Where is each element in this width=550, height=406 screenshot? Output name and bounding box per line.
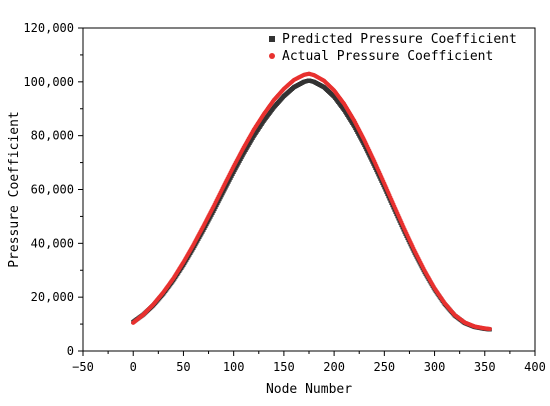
legend-marker-actual: [269, 53, 275, 59]
x-tick-label: 300: [424, 360, 446, 374]
x-tick-label: 100: [223, 360, 245, 374]
x-tick-label: 200: [323, 360, 345, 374]
y-tick-label: 60,000: [31, 183, 74, 197]
plot-area: [82, 27, 536, 352]
x-tick-label: 400: [524, 360, 546, 374]
predicted-point: [362, 143, 367, 148]
legend: Predicted Pressure Coefficient Actual Pre…: [269, 32, 517, 64]
actual-point: [487, 326, 492, 332]
plot-frame: [82, 27, 536, 352]
y-tick-label: 0: [67, 344, 74, 358]
x-axis: −50 0 50 100 150 200 250 300 350 400: [72, 351, 546, 374]
predicted-point: [364, 147, 369, 152]
y-tick-label: 120,000: [23, 21, 74, 35]
y-axis-title: Pressure Coefficient: [7, 111, 22, 268]
x-tick-label: 250: [373, 360, 395, 374]
x-axis-title: Node Number: [266, 382, 352, 397]
predicted-point: [366, 151, 371, 156]
y-tick-label: 100,000: [23, 75, 74, 89]
y-tick-label: 40,000: [31, 236, 74, 250]
predicted-point: [363, 145, 368, 150]
x-tick-label: 150: [273, 360, 295, 374]
legend-marker-predicted: [269, 36, 275, 42]
predicted-point: [365, 149, 370, 154]
legend-label-predicted: Predicted Pressure Coefficient: [282, 32, 517, 47]
x-tick-label: 0: [130, 360, 137, 374]
legend-label-actual: Actual Pressure Coefficient: [282, 49, 493, 64]
y-axis: 0 20,000 40,000 60,000 80,000 100,000 120,000: [23, 21, 83, 358]
x-tick-label: −50: [72, 360, 94, 374]
x-tick-label: 350: [474, 360, 496, 374]
y-tick-label: 20,000: [31, 290, 74, 304]
series-actual: [131, 71, 492, 332]
x-tick-label: 50: [176, 360, 190, 374]
y-tick-label: 80,000: [31, 129, 74, 143]
